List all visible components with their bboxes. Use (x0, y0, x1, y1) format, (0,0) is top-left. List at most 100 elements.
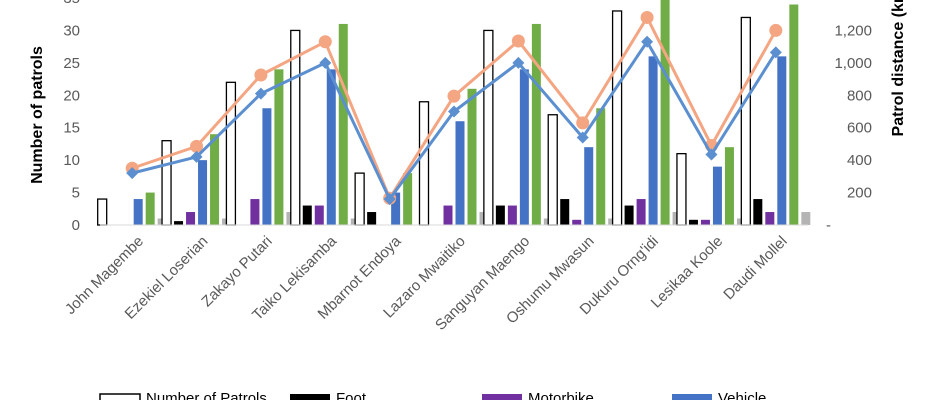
bar-vehicle-10 (777, 56, 787, 225)
line-1-point-0 (126, 167, 139, 180)
bar-number-of-patrols-0 (97, 198, 108, 226)
y2-tick-label: 600 (847, 120, 872, 137)
bar-series-4-8 (660, 0, 670, 226)
legend: Number of Patrols Foot Motorbike Vehicle (99, 390, 766, 400)
category-label: Daudi Mollel (720, 233, 790, 303)
bar-motorbike-3 (314, 205, 324, 225)
bar-number-of-patrols-6 (483, 29, 494, 226)
bar-series-4-0 (145, 192, 155, 225)
line-1-point-2 (254, 87, 267, 100)
y-tick-label: 5 (72, 185, 80, 202)
bar-motorbike-10 (765, 212, 775, 225)
bar-foot-8 (624, 205, 634, 225)
line-1-point-9 (705, 148, 718, 161)
y-tick-label: 30 (63, 22, 80, 39)
bar-series-4-6 (531, 23, 541, 226)
bar-number-of-patrols-4 (354, 172, 365, 226)
line-1-point-8 (641, 35, 654, 48)
bar-series-5-10 (801, 212, 811, 225)
line-0-point-8 (640, 10, 654, 24)
bar-number-of-patrols-10 (740, 16, 751, 226)
y2-tick-label: 400 (847, 152, 872, 169)
bar-vehicle-7 (584, 147, 594, 225)
bar-foot-6 (495, 205, 505, 225)
legend-swatch (672, 394, 712, 400)
bar-foot-4 (367, 212, 377, 225)
legend-swatch (482, 394, 522, 400)
y2-tick-label: 800 (847, 87, 872, 104)
bar-series-4-7 (596, 108, 606, 225)
bar-series-4-4 (403, 173, 413, 225)
line-0-point-2 (254, 68, 268, 82)
bar-number-of-patrols-8 (611, 10, 623, 226)
legend-label: Vehicle (718, 390, 766, 400)
y2-axis-title: Patrol distance (km) (890, 0, 907, 136)
line-0-point-6 (511, 34, 525, 48)
line-0-point-5 (447, 89, 461, 103)
bar-motorbike-9 (700, 219, 710, 225)
bar-series-4-10 (789, 4, 799, 225)
y-tick-label: 0 (72, 217, 80, 234)
bar-vehicle-3 (326, 69, 336, 225)
bar-motorbike-8 (636, 199, 646, 225)
bar-series-4-2 (274, 69, 284, 225)
line-1-point-5 (448, 105, 460, 118)
bar-foot-7 (560, 199, 570, 225)
bar-vehicle-0 (133, 199, 143, 225)
bar-series-4-5 (467, 88, 477, 225)
y2-tick-label: 200 (847, 185, 872, 202)
bar-motorbike-7 (572, 219, 582, 225)
bar-motorbike-6 (507, 205, 517, 225)
bar-vehicle-8 (648, 56, 658, 225)
line-1-point-7 (576, 131, 589, 144)
line-1-point-1 (190, 150, 203, 163)
bar-series-4-1 (210, 134, 220, 225)
legend-swatch (290, 394, 330, 400)
legend-label: Foot (336, 390, 367, 400)
bar-motorbike-1 (186, 212, 196, 225)
bar-number-of-patrols-7 (547, 114, 558, 226)
y-tick-label: 10 (63, 152, 80, 169)
bar-vehicle-2 (262, 108, 272, 225)
y-tick-label: 25 (63, 55, 80, 72)
bar-number-of-patrols-5 (418, 101, 430, 226)
y2-tick-label: - (826, 217, 831, 234)
line-0-point-10 (769, 23, 783, 37)
bar-vehicle-5 (455, 121, 465, 225)
line-0-point-1 (190, 139, 204, 153)
legend-label: Motorbike (528, 390, 594, 400)
right-axis-ticks: -200 400 600 800 1,000 1,200 (826, 22, 872, 234)
line-1-point-6 (512, 56, 525, 69)
bar-foot-3 (302, 205, 312, 225)
y-tick-label: 15 (63, 120, 80, 137)
y-axis-title: Number of patrols (29, 46, 46, 184)
line-0-point-3 (318, 35, 332, 49)
bar-foot-9 (688, 219, 698, 225)
line-0-point-7 (576, 116, 590, 130)
y2-tick-label: 1,000 (834, 55, 872, 72)
bar-number-of-patrols-9 (676, 153, 687, 226)
bar-foot-1 (174, 221, 184, 225)
bar-motorbike-2 (250, 199, 260, 225)
bar-series-4-3 (338, 23, 348, 226)
lines-layer (125, 10, 783, 206)
line-1-point-3 (319, 56, 332, 69)
bar-foot-10 (753, 199, 763, 225)
y2-tick-label: 1,200 (834, 22, 872, 39)
bar-vehicle-9 (712, 166, 722, 225)
legend-label: Number of Patrols (146, 390, 267, 400)
bar-vehicle-6 (519, 69, 529, 225)
legend-swatch (99, 393, 141, 400)
bar-number-of-patrols-1 (161, 140, 172, 226)
bar-vehicle-1 (198, 160, 208, 225)
line-1-point-10 (769, 46, 782, 59)
y-tick-label: 35 (63, 0, 80, 7)
left-axis-ticks: 0 5 10 15 20 25 30 35 (63, 0, 80, 234)
y-tick-label: 20 (63, 87, 80, 104)
bar-vehicle-4 (391, 192, 401, 225)
bar-motorbike-5 (443, 205, 453, 225)
bar-series-4-9 (724, 147, 734, 225)
line-1-point-4 (383, 193, 396, 206)
